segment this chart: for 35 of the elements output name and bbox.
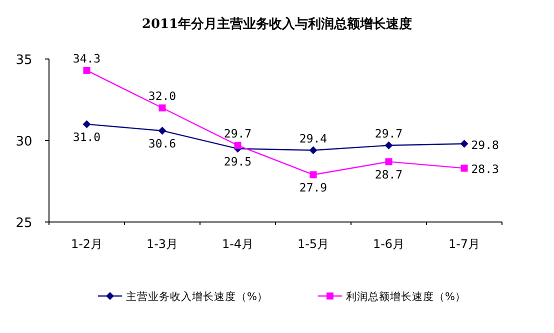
data-label: 29.7: [374, 126, 403, 140]
x-tick-label: 1-4月: [222, 237, 254, 251]
x-tick-label: 1-5月: [297, 237, 330, 251]
point: [460, 140, 468, 148]
data-label: 34.3: [72, 51, 101, 66]
data-label: 28.3: [471, 162, 500, 176]
point: [234, 142, 242, 149]
data-label: 27.9: [299, 180, 328, 195]
point: [82, 120, 91, 128]
data-label: 29.5: [224, 154, 252, 169]
data-label: 30.6: [148, 136, 176, 151]
x-tick-label: 1-3月: [146, 237, 178, 251]
chart-title: 2011年分月主营业务收入与利润总额增长速度: [142, 16, 412, 32]
y-tick-label: 25: [16, 216, 32, 231]
legend-label: 主营业务收入增长速度（%）: [126, 290, 268, 303]
point: [309, 146, 318, 154]
x-tick-label: 1-6月: [372, 237, 405, 251]
data-label: 29.8: [471, 138, 500, 152]
point: [158, 104, 166, 112]
y-tick-label: 35: [16, 53, 32, 68]
x-tick-label: 1-7月: [448, 237, 480, 251]
point: [310, 171, 317, 178]
data-label: 29.4: [299, 131, 328, 146]
point: [460, 164, 468, 172]
legend-label: 利润总额增长速度（%）: [346, 290, 466, 303]
data-label: 28.7: [374, 168, 403, 182]
point: [83, 66, 90, 74]
point: [384, 141, 393, 150]
data-label: 31.0: [72, 130, 101, 144]
data-label: 29.7: [224, 126, 252, 140]
point: [158, 126, 166, 135]
point: [385, 158, 392, 166]
x-tick-label: 1-2月: [70, 237, 103, 251]
data-label: 32.0: [148, 88, 176, 103]
y-tick-label: 30: [16, 134, 32, 150]
